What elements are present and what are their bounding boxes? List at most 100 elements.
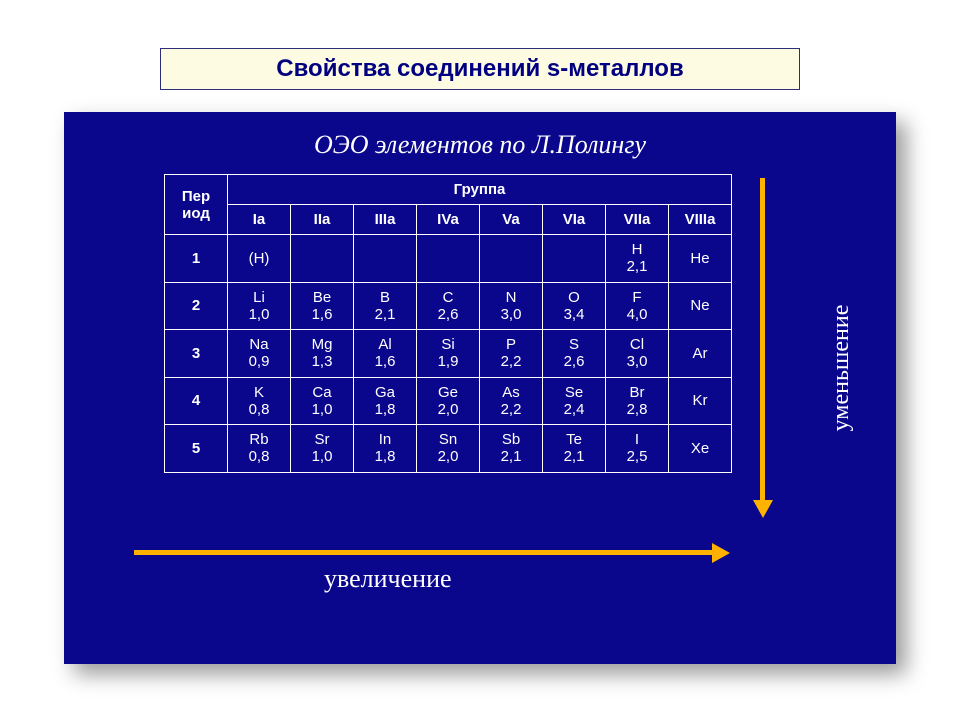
element-value: 2,0 — [421, 401, 475, 418]
arrow-down-icon — [753, 500, 773, 518]
element-cell: Br2,8 — [606, 377, 669, 425]
element-cell: Cl3,0 — [606, 330, 669, 378]
period-cell: 1 — [165, 235, 228, 283]
element-value: 2,1 — [484, 448, 538, 465]
element-cell: Sr1,0 — [291, 425, 354, 473]
element-symbol: O — [547, 289, 601, 306]
element-cell: Ar — [669, 330, 732, 378]
table-row: 1(H) H2,1He — [165, 235, 732, 283]
element-symbol: As — [484, 384, 538, 401]
element-value: 2,4 — [547, 401, 601, 418]
element-symbol: Mg — [295, 336, 349, 353]
element-value: 2,2 — [484, 353, 538, 370]
element-cell: Al1,6 — [354, 330, 417, 378]
element-symbol: Br — [610, 384, 664, 401]
element-cell: Ne — [669, 282, 732, 330]
element-symbol: Rb — [232, 431, 286, 448]
element-symbol: Ar — [673, 345, 727, 362]
table-row: 5Rb0,8Sr1,0In1,8Sn2,0Sb2,1Te2,1I2,5Xe — [165, 425, 732, 473]
element-cell — [480, 235, 543, 283]
element-cell: (H) — [228, 235, 291, 283]
element-value: 1,0 — [295, 448, 349, 465]
table-row: 4K0,8Ca1,0Ga1,8Ge2,0As2,2Se2,4Br2,8Kr — [165, 377, 732, 425]
group-col-Ia: Ia — [228, 205, 291, 235]
element-cell — [417, 235, 480, 283]
element-cell: Se2,4 — [543, 377, 606, 425]
element-value: 2,6 — [421, 306, 475, 323]
element-cell: As2,2 — [480, 377, 543, 425]
element-symbol: K — [232, 384, 286, 401]
element-value: 1,6 — [295, 306, 349, 323]
group-col-VIIa: VIIa — [606, 205, 669, 235]
element-symbol: (H) — [232, 250, 286, 267]
element-cell: F4,0 — [606, 282, 669, 330]
slide-title: Свойства соединений s-металлов — [160, 48, 800, 90]
element-symbol: Xe — [673, 440, 727, 457]
element-value: 1,9 — [421, 353, 475, 370]
element-value: 1,3 — [295, 353, 349, 370]
element-cell: B2,1 — [354, 282, 417, 330]
element-cell: Ga1,8 — [354, 377, 417, 425]
element-symbol: Be — [295, 289, 349, 306]
element-symbol: Ga — [358, 384, 412, 401]
element-symbol: C — [421, 289, 475, 306]
element-value: 4,0 — [610, 306, 664, 323]
element-value: 0,8 — [232, 401, 286, 418]
element-symbol: Sn — [421, 431, 475, 448]
group-col-Va: Va — [480, 205, 543, 235]
vertical-arrow-label: уменьшение — [828, 305, 855, 432]
element-cell: He — [669, 235, 732, 283]
element-value: 1,0 — [232, 306, 286, 323]
period-header: Период — [165, 175, 228, 235]
element-value: 1,0 — [295, 401, 349, 418]
element-cell — [354, 235, 417, 283]
element-symbol: He — [673, 250, 727, 267]
element-cell: Xe — [669, 425, 732, 473]
element-cell: Na0,9 — [228, 330, 291, 378]
element-symbol: Na — [232, 336, 286, 353]
element-value: 0,8 — [232, 448, 286, 465]
subtitle: ОЭО элементов по Л.Полингу — [64, 112, 896, 174]
horizontal-arrow: увеличение — [134, 546, 734, 580]
element-symbol: Al — [358, 336, 412, 353]
element-symbol: Kr — [673, 392, 727, 409]
element-cell: Be1,6 — [291, 282, 354, 330]
arrow-right-icon — [712, 543, 730, 563]
period-cell: 3 — [165, 330, 228, 378]
horizontal-arrow-label: увеличение — [324, 564, 452, 594]
element-symbol: N — [484, 289, 538, 306]
element-value: 2,1 — [358, 306, 412, 323]
element-cell: P2,2 — [480, 330, 543, 378]
electronegativity-table: Период Группа IaIIaIIIaIVaVaVIaVIIaVIIIa… — [164, 174, 732, 473]
element-cell — [291, 235, 354, 283]
period-cell: 2 — [165, 282, 228, 330]
group-col-VIa: VIa — [543, 205, 606, 235]
vertical-arrow: уменьшение — [752, 178, 800, 524]
element-cell: Rb0,8 — [228, 425, 291, 473]
element-value: 1,8 — [358, 401, 412, 418]
element-cell: I2,5 — [606, 425, 669, 473]
element-cell: H2,1 — [606, 235, 669, 283]
element-cell: Sb2,1 — [480, 425, 543, 473]
element-value: 2,1 — [547, 448, 601, 465]
element-symbol: In — [358, 431, 412, 448]
element-symbol: B — [358, 289, 412, 306]
element-symbol: Sb — [484, 431, 538, 448]
element-symbol: Li — [232, 289, 286, 306]
element-cell — [543, 235, 606, 283]
element-cell: O3,4 — [543, 282, 606, 330]
table-row: 3Na0,9Mg1,3Al1,6Si1,9P2,2S2,6Cl3,0Ar — [165, 330, 732, 378]
group-header: Группа — [228, 175, 732, 205]
horizontal-arrow-stem — [134, 550, 714, 555]
element-value: 2,6 — [547, 353, 601, 370]
element-symbol: Ne — [673, 297, 727, 314]
period-cell: 4 — [165, 377, 228, 425]
element-value: 2,5 — [610, 448, 664, 465]
group-col-IVa: IVa — [417, 205, 480, 235]
element-cell: Li1,0 — [228, 282, 291, 330]
element-symbol: F — [610, 289, 664, 306]
element-symbol: H — [610, 241, 664, 258]
element-cell: In1,8 — [354, 425, 417, 473]
element-value: 3,4 — [547, 306, 601, 323]
element-cell: K0,8 — [228, 377, 291, 425]
